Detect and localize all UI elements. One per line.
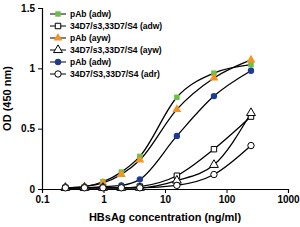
legend-marker [54,33,63,41]
y-tick-mark [38,129,42,130]
y-tick-label: 1 [29,63,35,74]
legend-marker [55,71,61,77]
data-point [137,176,143,182]
legend-label: pAb (ayw) [70,33,111,43]
y-tick-label: 0.5 [21,123,35,134]
data-point [211,171,217,177]
x-tick-label: 1000 [277,194,300,205]
y-tick-label: 1.5 [21,3,35,14]
x-axis: 0.1 1 10 100 1000 [36,189,300,205]
y-axis: 0 0.5 1 1.5 [21,3,42,195]
x-tick: 1 [101,189,107,205]
data-point [61,183,70,191]
data-point [174,95,179,100]
y-axis-line [38,9,43,190]
legend-item: pAb (adw) [50,57,111,67]
data-point [117,183,126,191]
legend-label: 34D7/S3,33D7/S4 (adr) [70,69,160,79]
data-point [63,185,68,190]
x-tick: 1000 [277,189,300,205]
series-line [65,60,251,188]
series-line [65,71,251,188]
legend-label: 34D7/s3,33D7/S4 (adw) [70,21,162,31]
x-tick-label: 0.1 [36,194,50,205]
legend-item: 34D7/s3,33D7/S4 (adw) [50,21,162,31]
data-point [248,142,254,148]
y-tick-mark [38,68,42,69]
data-point [174,133,180,139]
legend-item: 34D7/S3,33D7/S4 (adr) [50,69,160,79]
data-point [137,185,143,191]
x-tick-mark [288,189,289,193]
data-point [211,93,217,99]
series-line [65,113,251,188]
data-point [210,73,219,81]
plot: 0.1 1 10 100 1000 0 0.5 1 1.5 pAb (adw) 34D7/s3,33… [21,3,300,205]
data-point [211,146,216,151]
x-tick: 100 [219,189,236,205]
data-point [117,169,126,177]
y-tick: 0.5 [21,123,42,134]
y-tick: 0 [29,184,42,195]
data-point [63,185,68,190]
data-point [247,108,256,116]
data-point [135,183,144,191]
x-axis-title: HBsAg concentration (ng/ml) [89,211,242,223]
x-tick-mark [227,189,228,193]
y-axis-title: OD (450 nm) [1,66,13,131]
legend-label: pAb (adw) [70,9,111,19]
y-tick: 1 [29,63,42,74]
data-point [81,185,87,191]
data-point [61,183,70,191]
x-tick-label: 10 [160,194,172,205]
y-tick-mark [38,189,42,190]
x-tick-label: 100 [219,194,236,205]
chart: 0.1 1 10 100 1000 0 0.5 1 1.5 pAb (adw) 34D7/s3,33… [0,0,300,227]
data-point [210,160,219,168]
legend-label: 34D7/s3,33D7/S4 (ayw) [70,45,162,55]
data-point [100,185,106,191]
x-tick: 0.1 [36,189,50,205]
data-point [172,104,181,112]
series-line [65,65,251,188]
x-tick-mark [165,189,166,193]
data-point [81,185,87,191]
legend-label: pAb (adw) [70,57,111,67]
legend-item: pAb (ayw) [50,33,111,43]
data-point [135,155,144,163]
data-point [100,185,105,190]
legend-marker [55,23,60,28]
legend-marker [54,45,63,53]
data-point [248,68,254,74]
y-tick-mark [38,8,42,9]
data-point [62,185,68,191]
data-point [118,185,124,191]
legend: pAb (adw) 34D7/s3,33D7/S4 (adw) pAb (ayw) 3… [50,9,162,79]
data-point [248,62,253,67]
legend-item: 34D7/s3,33D7/S4 (ayw) [50,45,162,55]
y-tick-label: 0 [29,184,35,195]
data-point [82,185,87,190]
series-line [65,117,251,188]
y-tick: 1.5 [21,3,42,14]
series-line [65,146,251,188]
marks [61,55,255,191]
data-point [174,182,180,188]
legend-item: pAb (adw) [50,9,111,19]
x-axis-line [43,190,289,194]
legend-marker [55,59,61,65]
legend-marker [55,11,60,16]
data-point [119,185,124,190]
x-tick: 10 [160,189,172,205]
data-point [99,183,108,191]
data-point [62,185,68,191]
data-point [247,55,256,63]
data-point [80,183,89,191]
x-tick-label: 1 [101,194,107,205]
